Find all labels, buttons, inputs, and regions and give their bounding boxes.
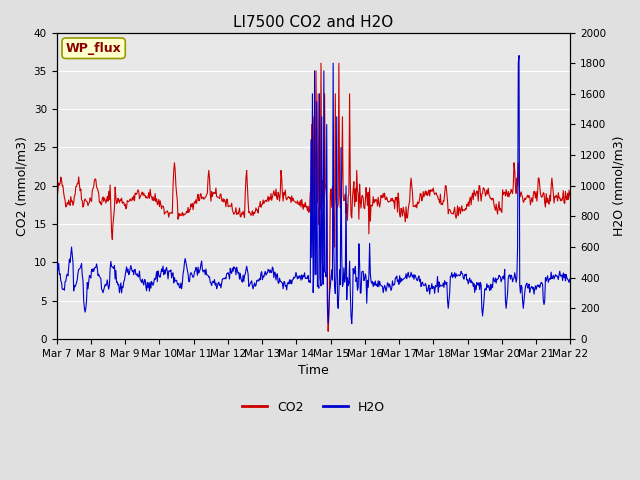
Y-axis label: CO2 (mmol/m3): CO2 (mmol/m3) — [15, 136, 28, 236]
Title: LI7500 CO2 and H2O: LI7500 CO2 and H2O — [234, 15, 394, 30]
X-axis label: Time: Time — [298, 364, 329, 377]
Text: WP_flux: WP_flux — [66, 42, 122, 55]
Legend: CO2, H2O: CO2, H2O — [237, 396, 390, 419]
Y-axis label: H2O (mmol/m3): H2O (mmol/m3) — [612, 135, 625, 236]
